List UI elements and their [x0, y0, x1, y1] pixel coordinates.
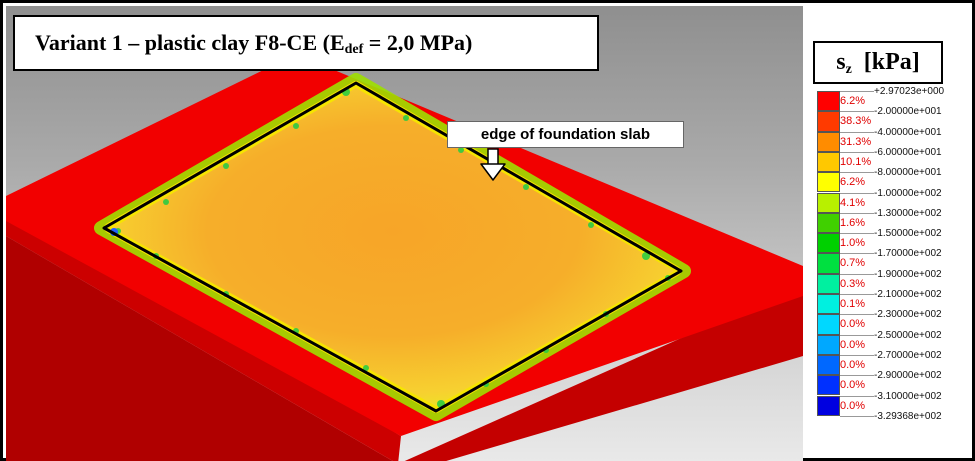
legend-title: sz [kPa] — [813, 41, 943, 84]
legend-swatch — [817, 111, 840, 132]
legend-percent: 0.3% — [840, 277, 866, 290]
legend-tick — [840, 253, 874, 255]
legend-title-subscript: z — [845, 62, 852, 77]
foundation-slab-outline — [102, 81, 683, 413]
legend-tick — [840, 233, 874, 235]
legend-boundary-value: -2.50000e+002 — [874, 329, 942, 341]
legend-swatch — [817, 334, 840, 355]
legend-title-unit: [kPa] — [851, 49, 920, 75]
fem-3d-view — [6, 6, 803, 461]
legend-percent: 1.6% — [840, 216, 866, 229]
legend-tick — [840, 395, 874, 397]
legend-tick — [840, 334, 874, 336]
title-prefix: Variant 1 – plastic clay F8-CE (E — [35, 30, 345, 55]
legend-boundary-value: -2.10000e+002 — [874, 289, 942, 300]
legend-swatch — [817, 273, 840, 294]
legend-swatch — [817, 91, 840, 112]
legend-percent: 38.3% — [840, 115, 872, 128]
legend-tick — [840, 273, 874, 275]
legend-boundary-value: -2.30000e+002 — [874, 309, 942, 321]
legend-boundary-value: -2.00000e+001 — [874, 106, 942, 118]
legend-tick — [840, 192, 874, 194]
legend-swatch — [817, 253, 840, 274]
legend-percent: 6.2% — [840, 95, 866, 107]
legend-boundary-value: -8.00000e+001 — [874, 167, 942, 179]
slab-edge-band-inner — [104, 81, 681, 413]
legend-swatch — [817, 375, 840, 396]
legend-tick — [840, 172, 874, 174]
legend-tick — [840, 314, 874, 316]
legend-tick — [840, 212, 874, 214]
legend-boundary-value: -1.70000e+002 — [874, 248, 942, 260]
legend-tick — [840, 131, 874, 133]
legend-percent: 0.7% — [840, 257, 866, 270]
figure-title: Variant 1 – plastic clay F8-CE (Edef = 2… — [13, 15, 599, 71]
legend-swatch — [817, 354, 840, 376]
legend-swatch — [817, 172, 840, 193]
legend-boundary-value: -3.10000e+002 — [874, 390, 942, 402]
edge-callout-label: edge of foundation slab — [447, 121, 684, 148]
title-suffix: = 2,0 MPa) — [363, 30, 473, 55]
down-arrow-icon — [480, 148, 506, 181]
legend-boundary-value: +2.97023e+000 — [874, 86, 945, 97]
legend-swatch — [817, 131, 840, 152]
title-subscript: def — [344, 42, 364, 57]
legend-tick — [840, 151, 874, 153]
legend-swatch — [817, 192, 840, 213]
legend-swatch — [817, 314, 840, 335]
legend-swatch — [817, 212, 840, 234]
legend-percent: 4.1% — [840, 196, 866, 209]
legend-percent: 0.0% — [840, 379, 866, 392]
legend-tick — [840, 111, 874, 113]
soil-model-render — [6, 54, 803, 461]
legend-boundary-value: -1.00000e+002 — [874, 187, 942, 199]
legend-boundary-value: -3.29368e+002 — [874, 410, 942, 422]
legend-swatch — [817, 151, 840, 173]
legend-percent: 0.0% — [840, 318, 866, 331]
legend-tick — [840, 91, 874, 92]
legend-percent: 0.0% — [840, 399, 866, 412]
legend-boundary-value: -6.00000e+001 — [874, 146, 942, 158]
legend-percent: 0.1% — [840, 298, 866, 310]
legend-percent: 0.0% — [840, 358, 866, 371]
legend-percent: 0.0% — [840, 338, 866, 351]
legend-swatch — [817, 395, 840, 416]
legend-boundary-value: -1.90000e+002 — [874, 268, 942, 280]
foundation-slab-field — [112, 88, 674, 406]
legend-percent: 6.2% — [840, 176, 866, 189]
legend-boundary-value: -4.00000e+001 — [874, 126, 942, 138]
legend-title-symbol: s — [836, 49, 846, 75]
legend-percent: 31.3% — [840, 135, 872, 148]
legend-boundary-value: -1.50000e+002 — [874, 228, 942, 240]
legend-percent: 1.0% — [840, 237, 866, 250]
legend-tick — [840, 354, 874, 356]
legend-boundary-value: -2.70000e+002 — [874, 349, 942, 361]
legend-tick — [840, 375, 874, 377]
legend-boundary-value: -1.30000e+002 — [874, 207, 942, 219]
legend-tick — [840, 294, 874, 295]
legend-tick — [840, 415, 874, 417]
legend-swatch — [817, 233, 840, 254]
color-legend: 6.2% 38.3% 31.3% 10.1% 6.2% 4.1% 1.6% 1.0% 0.7% 0… — [809, 86, 969, 458]
legend-boundary-value: -2.90000e+002 — [874, 370, 942, 382]
legend-swatch — [817, 294, 840, 315]
legend-percent: 10.1% — [840, 155, 872, 168]
